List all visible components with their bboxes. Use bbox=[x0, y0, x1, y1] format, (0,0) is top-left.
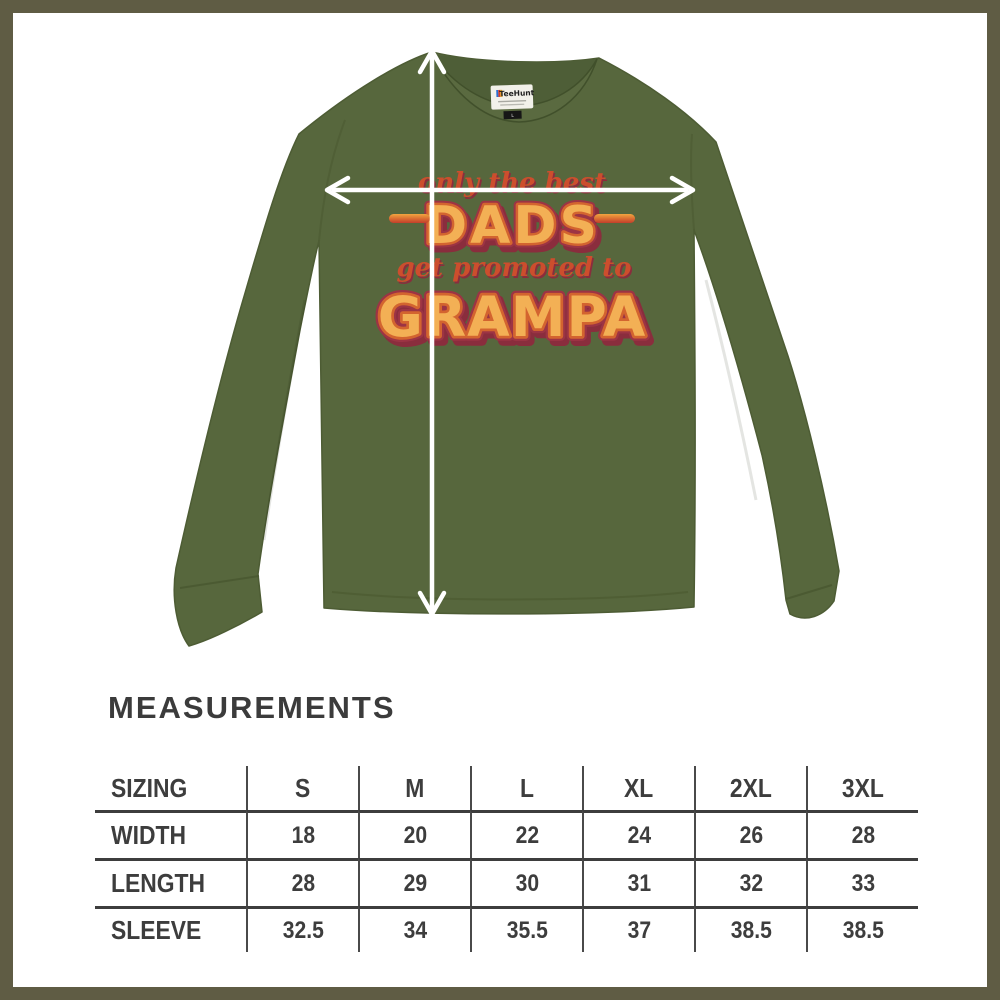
value-cell: 33 bbox=[806, 858, 918, 906]
svg-text:DADS: DADS bbox=[424, 196, 600, 256]
collar-band bbox=[431, 53, 598, 123]
header-cell-3xl: 3XL bbox=[806, 766, 918, 810]
print-line3: get promoted to bbox=[397, 253, 632, 283]
value-cell: 32.5 bbox=[246, 906, 358, 952]
header-cell-2xl: 2XL bbox=[694, 766, 806, 810]
value-cell: 28 bbox=[806, 810, 918, 858]
length-arrow bbox=[417, 48, 447, 617]
value-cell: 22 bbox=[470, 810, 582, 858]
svg-text:GRAMPA: GRAMPA bbox=[378, 285, 647, 349]
print-line3-shadow: get promoted to bbox=[398, 255, 633, 285]
header-cell-l: L bbox=[470, 766, 582, 810]
svg-text:GRAMPA: GRAMPA bbox=[382, 290, 651, 354]
value-cell: 34 bbox=[358, 906, 470, 952]
dash-right bbox=[594, 214, 635, 223]
value-cell: 38.5 bbox=[694, 906, 806, 952]
header-cell-m: M bbox=[358, 766, 470, 810]
shirt-seams bbox=[179, 119, 833, 601]
svg-text:GRAMPA: GRAMPA bbox=[378, 285, 647, 349]
sizing-table: SIZING S M L XL 2XL 3XL WIDTH 18 20 22 2… bbox=[95, 766, 919, 952]
value-cell: 20 bbox=[358, 810, 470, 858]
row-label-width: WIDTH bbox=[95, 810, 246, 858]
dash-left bbox=[389, 214, 430, 223]
row-label-length: LENGTH bbox=[95, 858, 246, 906]
value-cell: 29 bbox=[358, 858, 470, 906]
value-cell: 26 bbox=[694, 810, 806, 858]
brand-label-text: TeeHunt bbox=[499, 88, 535, 98]
value-cell: 35.5 bbox=[470, 906, 582, 952]
header-cell-xl: XL bbox=[582, 766, 694, 810]
print-line2-retro: DADS DADS DADS DADS bbox=[419, 192, 605, 266]
value-cell: 28 bbox=[246, 858, 358, 906]
value-cell: 32 bbox=[694, 858, 806, 906]
print-line4: GRAMPA bbox=[378, 285, 647, 349]
print-line4-retro: GRAMPA GRAMPA GRAMPA GRAMPA bbox=[373, 280, 655, 359]
brand-tag bbox=[503, 110, 522, 120]
collar-opening bbox=[432, 54, 597, 106]
value-cell: 30 bbox=[470, 858, 582, 906]
header-cell-sizing: SIZING bbox=[111, 772, 188, 803]
print-line2: DADS bbox=[424, 196, 600, 256]
value-cell: 31 bbox=[582, 858, 694, 906]
brand-tag-text: L bbox=[511, 113, 514, 119]
shirt-figure: TeeHunt L only the best only the best DA… bbox=[173, 48, 840, 647]
brand-logo-icon bbox=[496, 89, 499, 98]
shirt-print: only the best only the best DADS DADS DA… bbox=[373, 168, 655, 359]
value-cell: 38.5 bbox=[806, 906, 918, 952]
measurements-heading: MEASUREMENTS bbox=[108, 690, 396, 725]
print-line1: only the best bbox=[418, 168, 606, 198]
print-line1-shadow: only the best bbox=[419, 170, 607, 200]
brand-label: TeeHunt L bbox=[490, 84, 535, 120]
row-label-sleeve: SLEEVE bbox=[95, 906, 246, 952]
value-cell: 18 bbox=[246, 810, 358, 858]
svg-text:DADS: DADS bbox=[428, 201, 604, 261]
width-arrow bbox=[324, 175, 696, 205]
svg-text:DADS: DADS bbox=[424, 196, 600, 256]
header-cell-s: S bbox=[246, 766, 358, 810]
value-cell: 24 bbox=[582, 810, 694, 858]
value-cell: 37 bbox=[582, 906, 694, 952]
